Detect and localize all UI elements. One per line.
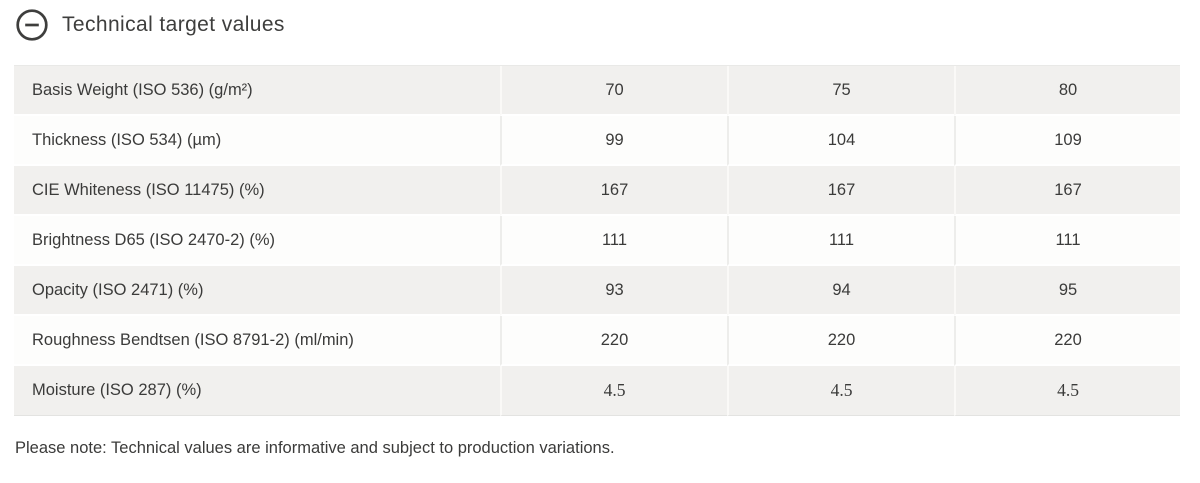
technical-values-table: Basis Weight (ISO 536) (g/m²) 70 75 80 T… <box>14 65 1180 416</box>
row-label: Roughness Bendtsen (ISO 8791-2) (ml/min) <box>14 316 500 366</box>
row-value: 75 <box>727 66 954 116</box>
table-row: Moisture (ISO 287) (%) 4.5 4.5 4.5 <box>14 366 1180 416</box>
footnote: Please note: Technical values are inform… <box>15 439 615 457</box>
row-value: 111 <box>500 216 727 266</box>
table-row: CIE Whiteness (ISO 11475) (%) 167 167 16… <box>14 166 1180 216</box>
row-value: 109 <box>954 116 1180 166</box>
row-value: 93 <box>500 266 727 316</box>
row-label: Opacity (ISO 2471) (%) <box>14 266 500 316</box>
table-row: Thickness (ISO 534) (µm) 99 104 109 <box>14 116 1180 166</box>
row-value: 104 <box>727 116 954 166</box>
collapse-minus-icon[interactable] <box>16 9 48 41</box>
row-label: CIE Whiteness (ISO 11475) (%) <box>14 166 500 216</box>
row-value: 167 <box>727 166 954 216</box>
row-value: 220 <box>500 316 727 366</box>
row-value: 4.5 <box>500 366 727 416</box>
row-value: 94 <box>727 266 954 316</box>
row-value: 70 <box>500 66 727 116</box>
row-label: Brightness D65 (ISO 2470-2) (%) <box>14 216 500 266</box>
row-value: 220 <box>954 316 1180 366</box>
row-label: Basis Weight (ISO 536) (g/m²) <box>14 66 500 116</box>
row-value: 111 <box>954 216 1180 266</box>
table-row: Opacity (ISO 2471) (%) 93 94 95 <box>14 266 1180 316</box>
row-value: 95 <box>954 266 1180 316</box>
row-value: 4.5 <box>954 366 1180 416</box>
row-value: 167 <box>954 166 1180 216</box>
row-label: Moisture (ISO 287) (%) <box>14 366 500 416</box>
row-value: 80 <box>954 66 1180 116</box>
section-title: Technical target values <box>62 13 285 36</box>
row-label: Thickness (ISO 534) (µm) <box>14 116 500 166</box>
row-value: 220 <box>727 316 954 366</box>
table-row: Brightness D65 (ISO 2470-2) (%) 111 111 … <box>14 216 1180 266</box>
table-row: Roughness Bendtsen (ISO 8791-2) (ml/min)… <box>14 316 1180 366</box>
row-value: 4.5 <box>727 366 954 416</box>
row-value: 111 <box>727 216 954 266</box>
row-value: 99 <box>500 116 727 166</box>
table-row: Basis Weight (ISO 536) (g/m²) 70 75 80 <box>14 66 1180 116</box>
row-value: 167 <box>500 166 727 216</box>
accordion-header[interactable]: Technical target values <box>16 8 356 42</box>
